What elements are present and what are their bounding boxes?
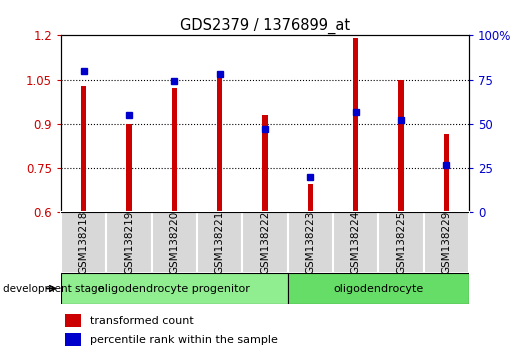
Text: percentile rank within the sample: percentile rank within the sample <box>90 335 277 345</box>
Bar <box>399 80 404 212</box>
Bar <box>61 273 288 304</box>
Text: GSM138225: GSM138225 <box>396 211 406 274</box>
Bar <box>333 212 378 273</box>
Text: GSM138224: GSM138224 <box>351 211 361 274</box>
Text: GSM138219: GSM138219 <box>124 211 134 274</box>
Bar <box>307 184 313 212</box>
Bar <box>172 88 177 212</box>
Text: GSM138223: GSM138223 <box>305 211 315 274</box>
Text: oligodendrocyte progenitor: oligodendrocyte progenitor <box>99 284 250 293</box>
Bar <box>242 212 288 273</box>
Bar <box>152 212 197 273</box>
Bar <box>288 212 333 273</box>
Text: GSM138221: GSM138221 <box>215 211 225 274</box>
Bar <box>444 134 449 212</box>
Bar <box>81 86 86 212</box>
Bar <box>378 212 423 273</box>
Text: oligodendrocyte: oligodendrocyte <box>333 284 423 293</box>
Bar <box>288 273 469 304</box>
Bar <box>423 212 469 273</box>
Bar <box>126 124 131 212</box>
Bar <box>65 314 82 327</box>
Bar <box>107 212 152 273</box>
Bar <box>65 333 82 346</box>
Bar <box>353 38 358 212</box>
Bar <box>217 77 223 212</box>
Bar <box>262 115 268 212</box>
Text: transformed count: transformed count <box>90 316 193 326</box>
Text: GSM138218: GSM138218 <box>78 211 89 274</box>
Bar <box>61 212 107 273</box>
Title: GDS2379 / 1376899_at: GDS2379 / 1376899_at <box>180 18 350 34</box>
Text: GSM138220: GSM138220 <box>169 211 179 274</box>
Text: GSM138229: GSM138229 <box>441 211 452 274</box>
Text: development stage: development stage <box>3 284 104 293</box>
Text: GSM138222: GSM138222 <box>260 211 270 274</box>
Bar <box>197 212 242 273</box>
